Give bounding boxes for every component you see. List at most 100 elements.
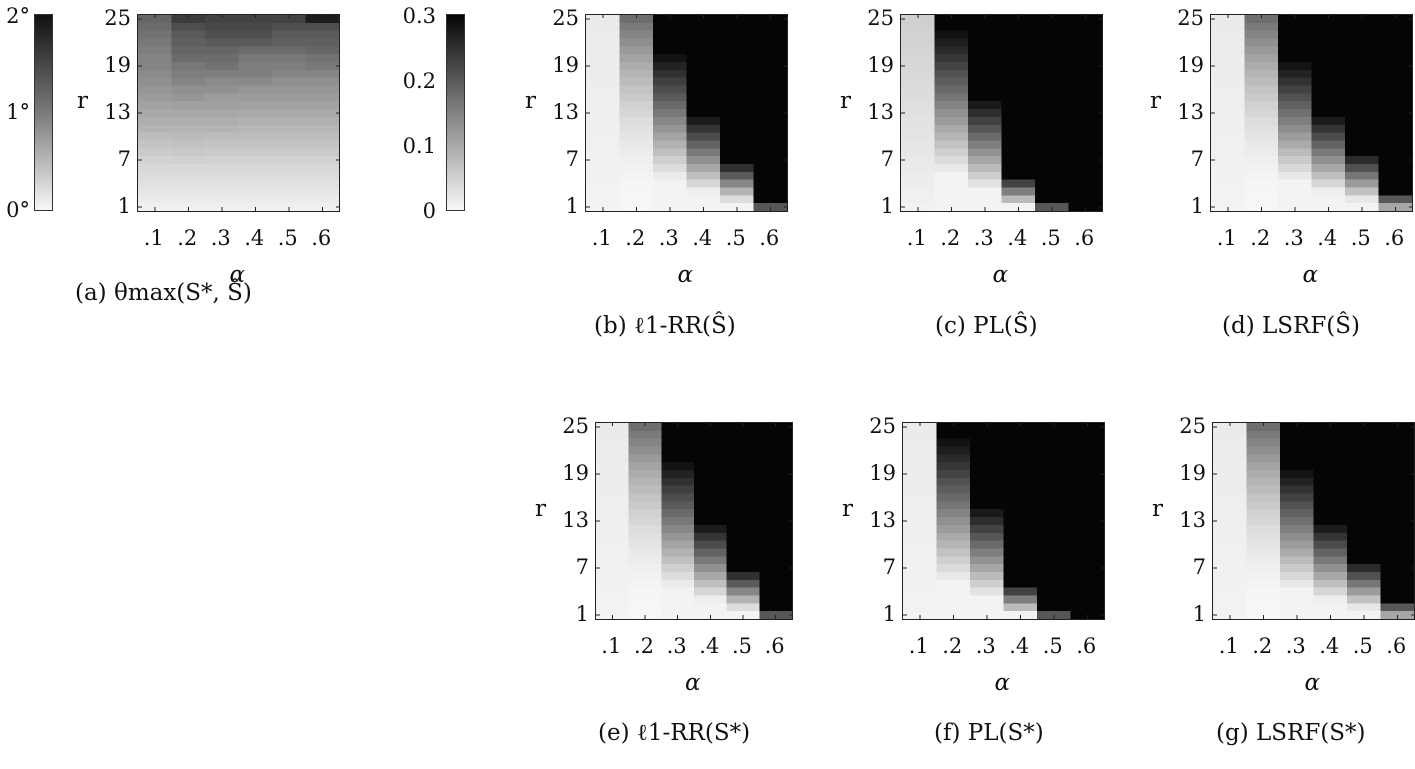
x-tick-label: .5 xyxy=(1040,226,1061,250)
y-tick-label: 7 xyxy=(575,555,589,580)
y-tick-label: 19 xyxy=(104,52,131,77)
x-tick-label: .1 xyxy=(601,634,622,658)
y-tick-label: 1 xyxy=(117,194,131,219)
y-tick-label: 25 xyxy=(1179,413,1206,438)
y-axis-label: r xyxy=(840,88,851,114)
x-tick-label: .4 xyxy=(244,226,265,250)
colorbar-b-gradient xyxy=(446,14,465,211)
x-tick-label: .5 xyxy=(1352,634,1373,658)
y-tick-label: 25 xyxy=(104,5,131,30)
x-axis-label: α xyxy=(677,262,694,288)
y-tick-label: 1 xyxy=(1192,602,1206,627)
x-tick-label: .5 xyxy=(1350,226,1371,250)
x-tick-label: .3 xyxy=(1283,226,1304,250)
x-tick-label: .4 xyxy=(1317,226,1338,250)
heatmap-a xyxy=(137,14,340,212)
x-axis-label: α xyxy=(1302,262,1319,288)
x-tick-label: .6 xyxy=(1384,226,1405,250)
colorbar-b-tick: 0 xyxy=(422,199,436,223)
heatmap-d xyxy=(1210,14,1413,212)
x-tick-label: .6 xyxy=(311,226,332,250)
x-tick-label: .4 xyxy=(1009,634,1030,658)
x-tick-label: .1 xyxy=(1218,634,1239,658)
y-tick-label: 19 xyxy=(552,52,579,77)
y-axis-label: r xyxy=(525,88,536,114)
y-axis-label: r xyxy=(1150,88,1161,114)
colorbar-b-tick: 0.1 xyxy=(402,134,436,158)
y-tick-label: 19 xyxy=(562,460,589,485)
colorbar-a-tick: 1° xyxy=(6,100,30,124)
y-tick-label: 7 xyxy=(882,555,896,580)
x-axis-label: α xyxy=(992,262,1009,288)
y-tick-label: 25 xyxy=(869,413,896,438)
x-tick-label: .2 xyxy=(942,634,963,658)
y-tick-label: 25 xyxy=(1177,5,1204,30)
x-tick-label: .2 xyxy=(940,226,961,250)
caption-f: (f) PL(S*) xyxy=(934,720,1044,746)
x-tick-label: .5 xyxy=(1042,634,1063,658)
x-axis-label: α xyxy=(1304,670,1321,696)
x-tick-label: .5 xyxy=(277,226,298,250)
y-tick-label: 19 xyxy=(867,52,894,77)
x-tick-label: .1 xyxy=(908,634,929,658)
x-tick-label: .2 xyxy=(625,226,646,250)
heatmap-f xyxy=(902,422,1105,620)
y-tick-label: 7 xyxy=(1192,555,1206,580)
heatmap-e xyxy=(595,422,793,620)
y-tick-label: 19 xyxy=(1179,460,1206,485)
x-axis-label: α xyxy=(685,670,701,696)
x-tick-label: .3 xyxy=(1285,634,1306,658)
y-axis-label: r xyxy=(535,496,546,522)
x-tick-label: .3 xyxy=(658,226,679,250)
caption-e: (e) ℓ1-RR(S*) xyxy=(598,720,751,746)
y-tick-label: 1 xyxy=(880,194,894,219)
x-tick-label: .4 xyxy=(699,634,720,658)
heatmap-b xyxy=(585,14,788,212)
caption-a: (a) θmax(S*, Ŝ) xyxy=(75,280,252,306)
y-tick-label: 1 xyxy=(882,602,896,627)
colorbar-a-gradient xyxy=(34,14,53,211)
caption-b: (b) ℓ1-RR(Ŝ) xyxy=(594,313,736,339)
y-tick-label: 13 xyxy=(867,100,894,124)
colorbar-a-tick: 0° xyxy=(6,198,30,222)
y-tick-label: 25 xyxy=(552,5,579,30)
y-tick-label: 7 xyxy=(1190,147,1204,172)
x-tick-label: .2 xyxy=(1252,634,1273,658)
y-tick-label: 7 xyxy=(117,147,131,172)
x-tick-label: .5 xyxy=(731,634,753,658)
x-tick-label: .4 xyxy=(1007,226,1028,250)
y-tick-label: 13 xyxy=(104,100,131,124)
x-tick-label: .6 xyxy=(1076,634,1097,658)
colorbar-b-tick: 0.3 xyxy=(402,4,436,28)
y-tick-label: 25 xyxy=(562,413,589,438)
x-tick-label: .3 xyxy=(210,226,231,250)
x-tick-label: .3 xyxy=(973,226,994,250)
y-tick-label: 1 xyxy=(575,602,589,627)
x-tick-label: .4 xyxy=(1319,634,1340,658)
x-tick-label: .4 xyxy=(692,226,713,250)
caption-c: (c) PL(Ŝ) xyxy=(935,313,1038,339)
y-tick-label: 7 xyxy=(880,147,894,172)
x-tick-label: .2 xyxy=(633,634,655,658)
x-tick-label: .6 xyxy=(1074,226,1095,250)
x-tick-label: .5 xyxy=(725,226,746,250)
y-tick-label: 13 xyxy=(562,508,589,532)
x-tick-label: .6 xyxy=(1386,634,1407,658)
y-axis-label: r xyxy=(77,88,88,114)
x-tick-label: .1 xyxy=(906,226,927,250)
caption-g: (g) LSRF(S*) xyxy=(1216,720,1366,746)
y-tick-label: 19 xyxy=(869,460,896,485)
x-tick-label: .1 xyxy=(1216,226,1237,250)
x-axis-label: α xyxy=(994,670,1011,696)
caption-d: (d) LSRF(Ŝ) xyxy=(1222,313,1360,339)
heatmap-c xyxy=(900,14,1103,212)
y-tick-label: 7 xyxy=(565,147,579,172)
x-tick-label: .2 xyxy=(177,226,198,250)
x-tick-label: .1 xyxy=(591,226,612,250)
y-tick-label: 19 xyxy=(1177,52,1204,77)
x-tick-label: .6 xyxy=(764,634,785,658)
y-tick-label: 1 xyxy=(565,194,579,219)
y-tick-label: 13 xyxy=(1179,508,1206,532)
colorbar-a-tick: 2° xyxy=(6,4,30,28)
y-tick-label: 25 xyxy=(867,5,894,30)
